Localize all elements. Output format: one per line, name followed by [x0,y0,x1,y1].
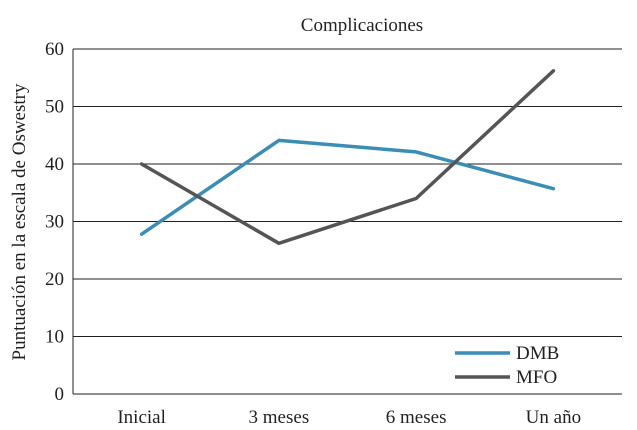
x-tick-label: 6 meses [386,407,447,428]
y-tick-label: 0 [55,384,65,405]
series-lines [139,69,556,246]
y-tick-label: 60 [45,39,64,60]
gridlines [72,48,622,395]
x-tick-label: Inicial [117,407,166,428]
legend-label-dmb: DMB [516,343,559,364]
legend: DMB MFO [455,343,559,388]
y-tick-label: 40 [45,154,64,175]
y-tick-label: 20 [45,269,64,290]
y-tick-label: 30 [45,212,64,233]
y-tick-label: 50 [45,97,64,118]
x-tick-label: 3 meses [249,407,310,428]
series-line-dmb [139,138,556,236]
x-tick-label: Un año [526,407,581,428]
y-axis-label: Puntuación en la escala de Oswestry [9,83,30,360]
y-tick-label: 10 [45,327,64,348]
series-line-mfo [139,69,556,246]
chart-title: Complicaciones [301,15,423,36]
legend-label-mfo: MFO [516,367,557,388]
tick-labels: 0 10 20 30 40 50 60 Inicial 3 meses 6 meses Un año [45,39,581,428]
